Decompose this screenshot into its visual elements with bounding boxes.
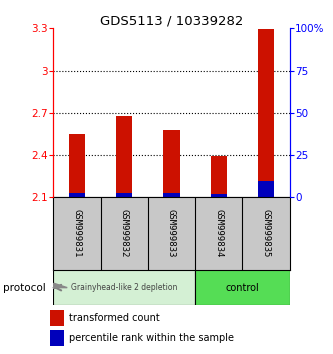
FancyArrow shape: [41, 284, 67, 288]
Bar: [50, 330, 64, 346]
Text: Grainyhead-like 2 depletion: Grainyhead-like 2 depletion: [71, 283, 177, 292]
Bar: [53, 270, 195, 306]
Bar: [210, 194, 227, 198]
Text: GSM999831: GSM999831: [72, 210, 82, 258]
Text: transformed count: transformed count: [69, 313, 160, 323]
Bar: [163, 130, 180, 198]
Text: GSM999833: GSM999833: [167, 210, 176, 258]
Bar: [195, 270, 290, 306]
Bar: [116, 116, 133, 198]
Bar: [210, 156, 227, 198]
Bar: [163, 193, 180, 198]
Text: GSM999835: GSM999835: [261, 210, 271, 258]
Bar: [50, 310, 64, 326]
Text: GSM999832: GSM999832: [120, 210, 129, 258]
Text: percentile rank within the sample: percentile rank within the sample: [69, 333, 234, 343]
Bar: [69, 134, 85, 198]
Bar: [69, 193, 85, 198]
Bar: [258, 181, 274, 198]
Title: GDS5113 / 10339282: GDS5113 / 10339282: [100, 14, 243, 27]
Bar: [116, 193, 133, 198]
Text: GSM999834: GSM999834: [214, 210, 223, 258]
Text: protocol: protocol: [3, 282, 46, 293]
Text: control: control: [225, 282, 259, 293]
Bar: [258, 29, 274, 198]
